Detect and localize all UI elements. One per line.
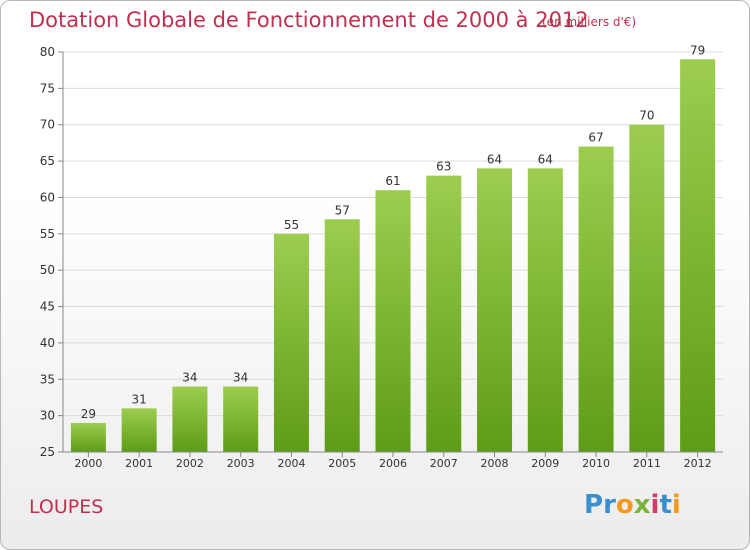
- logo-letter: i: [671, 490, 681, 520]
- bar: [223, 386, 259, 452]
- bar-value-label: 31: [132, 392, 147, 406]
- y-tick-label: 75: [40, 81, 55, 95]
- x-tick-label: 2001: [125, 457, 153, 470]
- y-tick-label: 50: [40, 263, 55, 277]
- y-tick-label: 60: [40, 190, 55, 204]
- bar-value-label: 79: [690, 43, 705, 57]
- bar: [70, 422, 106, 452]
- bar: [426, 175, 462, 453]
- commune-name: LOUPES: [29, 496, 104, 518]
- bar: [324, 219, 360, 452]
- bar-value-label: 29: [81, 407, 96, 421]
- bar: [172, 386, 208, 452]
- logo-letter: P: [584, 490, 604, 520]
- bar: [578, 146, 614, 452]
- proxiti-logo: Proxiti: [584, 490, 681, 520]
- logo-letter: x: [633, 490, 651, 520]
- x-tick-label: 2011: [633, 457, 661, 470]
- x-tick-label: 2000: [74, 457, 102, 470]
- y-tick-label: 40: [40, 336, 55, 350]
- x-tick-label: 2012: [684, 457, 712, 470]
- x-tick-label: 2003: [227, 457, 255, 470]
- bar: [477, 168, 513, 452]
- bar-value-label: 64: [487, 152, 502, 166]
- logo-letter: o: [615, 490, 634, 520]
- y-tick-label: 80: [40, 45, 55, 59]
- y-tick-label: 70: [40, 118, 55, 132]
- logo-letter: i: [650, 490, 660, 520]
- y-tick-label: 65: [40, 154, 55, 168]
- bar-value-label: 61: [385, 174, 400, 188]
- bar-value-label: 34: [233, 371, 248, 385]
- bar-value-label: 34: [182, 371, 197, 385]
- bar-value-label: 70: [639, 109, 654, 123]
- x-tick-label: 2007: [430, 457, 458, 470]
- bar-value-label: 67: [588, 131, 603, 145]
- x-tick-label: 2002: [176, 457, 204, 470]
- y-tick-label: 55: [40, 227, 55, 241]
- x-tick-label: 2004: [277, 457, 305, 470]
- bar: [273, 233, 309, 452]
- bar: [375, 190, 411, 452]
- bar: [680, 59, 716, 452]
- bar: [527, 168, 563, 452]
- bar: [121, 408, 157, 452]
- y-tick-label: 25: [40, 445, 55, 459]
- x-tick-label: 2005: [328, 457, 356, 470]
- chart-title: Dotation Globale de Fonctionnement de 20…: [29, 8, 589, 32]
- y-tick-label: 30: [40, 409, 55, 423]
- x-tick-label: 2008: [481, 457, 509, 470]
- logo-letter: t: [659, 490, 672, 520]
- y-tick-label: 35: [40, 372, 55, 386]
- chart-unit-note: (en milliers d'€): [542, 15, 637, 29]
- logo-letter: r: [603, 490, 616, 520]
- x-tick-label: 2009: [531, 457, 559, 470]
- x-tick-label: 2006: [379, 457, 407, 470]
- y-tick-label: 45: [40, 300, 55, 314]
- bar: [629, 124, 665, 453]
- bar-value-label: 57: [335, 203, 350, 217]
- bar-value-label: 55: [284, 218, 299, 232]
- bar-value-label: 64: [538, 152, 553, 166]
- x-tick-label: 2010: [582, 457, 610, 470]
- bar-value-label: 63: [436, 160, 451, 174]
